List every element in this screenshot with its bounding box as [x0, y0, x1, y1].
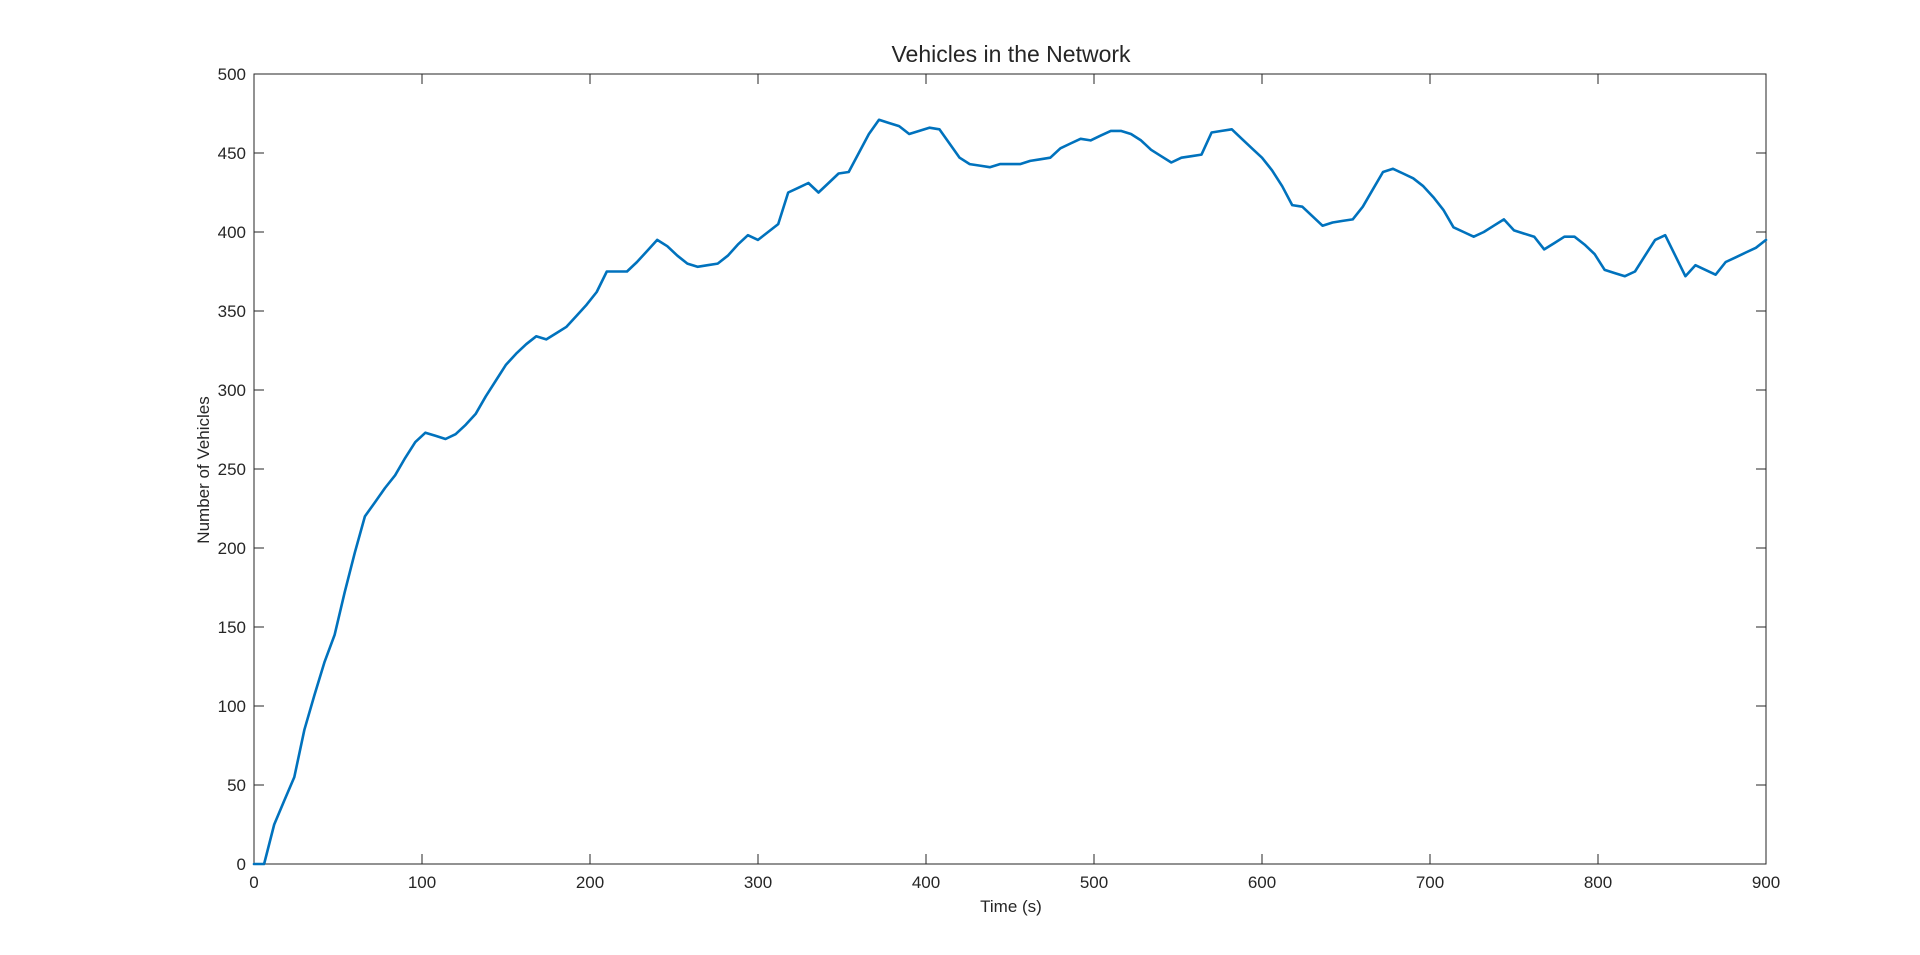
y-tick-label: 400: [218, 223, 246, 242]
x-tick-label: 500: [1080, 873, 1108, 892]
y-axis-label: Number of Vehicles: [194, 396, 213, 543]
x-tick-label: 300: [744, 873, 772, 892]
y-tick-label: 200: [218, 539, 246, 558]
series-line: [252, 118, 1768, 866]
y-tick-label: 0: [237, 855, 246, 874]
y-tick-label: 350: [218, 302, 246, 321]
y-tick-label: 150: [218, 618, 246, 637]
x-tick-label: 0: [249, 873, 258, 892]
x-tick-label: 900: [1752, 873, 1780, 892]
chart-title: Vehicles in the Network: [891, 41, 1131, 67]
plot-area-box: [253, 73, 1767, 865]
x-tick-label: 400: [912, 873, 940, 892]
y-tick-label: 100: [218, 697, 246, 716]
y-tick-label: 300: [218, 381, 246, 400]
y-tick-label: 500: [218, 65, 246, 84]
x-tick-label: 700: [1416, 873, 1444, 892]
y-tick-label: 250: [218, 460, 246, 479]
y-tick-label: 450: [218, 144, 246, 163]
plot-axes: 0 100 200 300 400 500 600 700 800 900 0 50 100 150 200…: [218, 65, 1781, 892]
x-tick-label: 600: [1248, 873, 1276, 892]
y-tick-label: 50: [227, 776, 246, 795]
x-tick-label: 800: [1584, 873, 1612, 892]
x-tick-label: 200: [576, 873, 604, 892]
x-tick-label: 100: [408, 873, 436, 892]
x-axis-label: Time (s): [980, 897, 1042, 916]
series-group: [252, 118, 1768, 866]
